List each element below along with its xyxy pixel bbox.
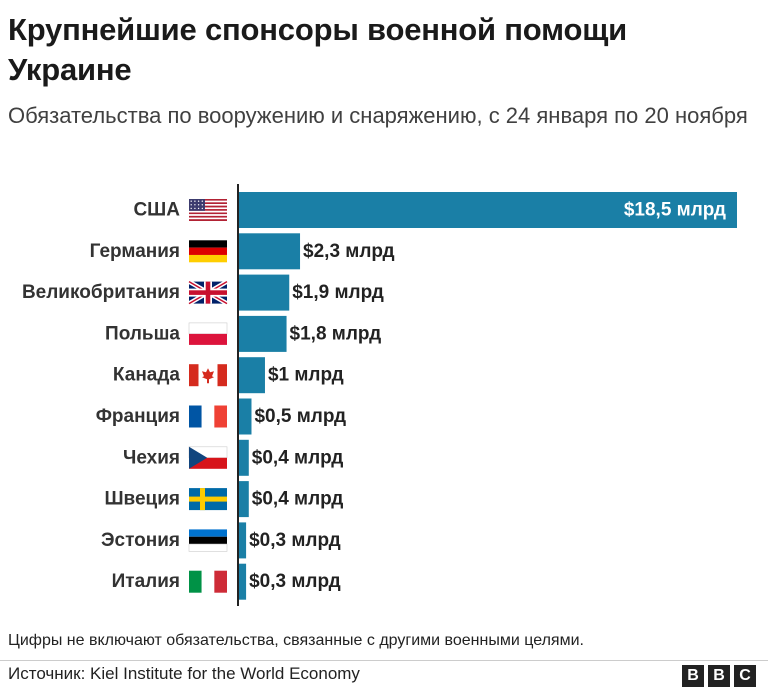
canada-flag-icon [189,364,227,387]
value-label: $1 млрд [268,365,344,386]
usa-flag-icon [189,199,227,221]
value-label: $0,4 млрд [252,447,344,468]
bbc-logo-letter-3: C [734,665,756,687]
chart-title: Крупнейшие спонсоры военной помощи Украи… [8,12,628,87]
bar [238,563,247,600]
category-label: США [133,200,180,221]
bar [238,357,265,394]
category-label: Германия [90,241,180,262]
bbc-logo-letter-2: B [708,665,730,687]
uk-flag-icon [187,279,229,306]
category-label: Франция [96,406,180,427]
sweden-flag-icon [189,488,227,511]
bar [238,192,737,228]
bar [238,315,287,352]
value-label: $0,3 млрд [249,530,341,551]
value-label: $18,5 млрд [624,200,726,221]
bar-chart: США $18,5 млрд Германия $2,3 млрд Великобрит… [22,184,737,606]
bar [238,481,249,518]
estonia-flag-icon [188,529,228,552]
category-label: Италия [112,571,180,592]
category-label: Чехия [123,447,180,468]
category-label: Канада [113,365,180,386]
footnote: Цифры не включают обязательства, связанн… [8,632,584,649]
value-label: $0,3 млрд [249,571,341,592]
category-label: Эстония [101,530,180,551]
value-label: $1,9 млрд [292,282,384,303]
bar [238,274,290,311]
bar [238,522,247,559]
bbc-logo: B B C [682,665,756,687]
value-label: $0,5 млрд [254,406,346,427]
value-label: $1,8 млрд [290,323,382,344]
value-label: $2,3 млрд [303,241,395,262]
category-label: Великобритания [22,282,180,303]
value-label: $0,4 млрд [252,489,344,510]
source-line: Источник: Kiel Institute for the World E… [8,664,360,683]
france-flag-icon [189,405,227,428]
bar [238,398,252,435]
bar [238,233,301,270]
footer-divider [0,660,768,661]
category-label: Швеция [104,489,180,510]
bbc-logo-letter-1: B [682,665,704,687]
germany-flag-icon [189,240,227,263]
italy-flag-icon [189,570,227,593]
poland-flag-icon [188,322,228,345]
chart-subtitle: Обязательства по вооружению и снаряжению… [8,103,748,128]
czech-flag-icon [188,446,228,469]
bar [238,439,249,476]
category-label: Польша [105,323,180,344]
